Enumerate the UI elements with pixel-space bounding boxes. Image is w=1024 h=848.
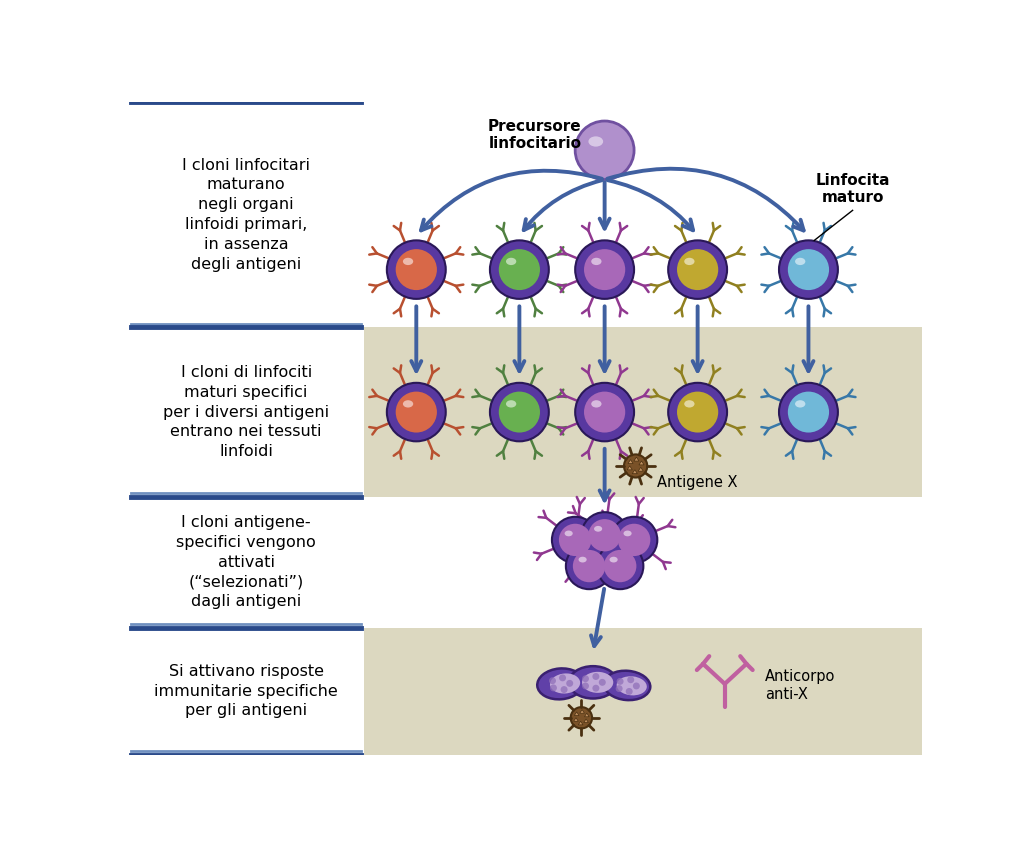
Circle shape [572, 550, 605, 583]
Ellipse shape [591, 400, 601, 408]
Polygon shape [634, 457, 639, 461]
Circle shape [560, 686, 567, 693]
Ellipse shape [402, 400, 414, 408]
Circle shape [669, 382, 727, 441]
Circle shape [552, 516, 598, 563]
Circle shape [779, 382, 838, 441]
Circle shape [633, 683, 640, 689]
Circle shape [589, 519, 621, 551]
Polygon shape [585, 713, 589, 717]
Ellipse shape [591, 258, 601, 265]
Text: Linfocita
maturo: Linfocita maturo [815, 173, 890, 205]
Ellipse shape [589, 137, 603, 147]
Circle shape [489, 240, 549, 298]
Text: I cloni antigene-
specifici vengono
attivati
(“selezionati”)
dagli antigeni: I cloni antigene- specifici vengono atti… [176, 515, 316, 610]
Circle shape [387, 382, 445, 441]
Text: I cloni linfocitari
maturano
negli organi
linfoidi primari,
in assenza
degli ant: I cloni linfocitari maturano negli organ… [182, 158, 310, 271]
Circle shape [584, 392, 626, 432]
Circle shape [499, 392, 540, 432]
Circle shape [617, 524, 650, 556]
Circle shape [593, 673, 599, 680]
Circle shape [669, 240, 727, 298]
Circle shape [677, 392, 718, 432]
Circle shape [787, 249, 829, 290]
Circle shape [597, 543, 643, 589]
Polygon shape [632, 470, 637, 474]
Circle shape [599, 679, 606, 686]
Circle shape [593, 684, 599, 692]
Ellipse shape [550, 673, 581, 694]
Ellipse shape [684, 400, 694, 408]
Circle shape [582, 512, 628, 558]
Polygon shape [627, 466, 632, 470]
Ellipse shape [506, 400, 516, 408]
Ellipse shape [569, 667, 617, 699]
Polygon shape [639, 461, 644, 465]
Ellipse shape [604, 671, 650, 700]
Ellipse shape [564, 531, 572, 536]
Ellipse shape [506, 258, 516, 265]
Polygon shape [628, 460, 633, 464]
Circle shape [787, 392, 829, 432]
Ellipse shape [538, 668, 584, 700]
Text: I cloni di linfociti
maturi specifici
per i diversi antigeni
entrano nei tessuti: I cloni di linfociti maturi specifici pe… [163, 365, 330, 459]
Circle shape [616, 678, 624, 685]
Circle shape [779, 240, 838, 298]
Circle shape [395, 392, 437, 432]
Ellipse shape [579, 557, 587, 562]
Circle shape [549, 678, 556, 684]
Circle shape [559, 674, 566, 681]
Circle shape [550, 684, 557, 691]
Circle shape [626, 688, 633, 695]
Circle shape [566, 543, 612, 589]
Circle shape [575, 382, 634, 441]
Circle shape [387, 240, 445, 298]
Polygon shape [638, 467, 643, 471]
Circle shape [559, 524, 592, 556]
Circle shape [624, 455, 647, 477]
Circle shape [615, 685, 623, 692]
Ellipse shape [684, 258, 694, 265]
Circle shape [582, 675, 589, 682]
Circle shape [604, 550, 636, 583]
Bar [365, 628, 922, 755]
Ellipse shape [582, 672, 613, 693]
Polygon shape [579, 721, 583, 725]
Text: Anticorpo
anti-X: Anticorpo anti-X [765, 669, 836, 701]
Ellipse shape [795, 400, 805, 408]
Ellipse shape [609, 557, 617, 562]
Circle shape [628, 677, 634, 683]
Circle shape [584, 249, 626, 290]
Ellipse shape [594, 526, 602, 532]
Circle shape [575, 121, 634, 180]
Text: Antigene X: Antigene X [656, 476, 737, 490]
Ellipse shape [624, 531, 632, 536]
Ellipse shape [795, 258, 805, 265]
Circle shape [677, 249, 718, 290]
Bar [365, 327, 922, 497]
Polygon shape [574, 712, 579, 716]
Text: Precursore
linfocitario: Precursore linfocitario [488, 119, 582, 151]
Ellipse shape [402, 258, 414, 265]
Circle shape [566, 680, 573, 687]
Circle shape [395, 249, 437, 290]
Circle shape [611, 516, 657, 563]
Text: Si attivano risposte
immunitarie specifiche
per gli antigeni: Si attivano risposte immunitarie specifi… [155, 664, 338, 718]
Circle shape [570, 707, 592, 728]
Circle shape [582, 683, 589, 689]
Circle shape [575, 240, 634, 298]
Polygon shape [584, 719, 589, 722]
Circle shape [499, 249, 540, 290]
Circle shape [489, 382, 549, 441]
Polygon shape [573, 717, 579, 722]
Ellipse shape [616, 676, 647, 695]
Polygon shape [580, 710, 585, 713]
